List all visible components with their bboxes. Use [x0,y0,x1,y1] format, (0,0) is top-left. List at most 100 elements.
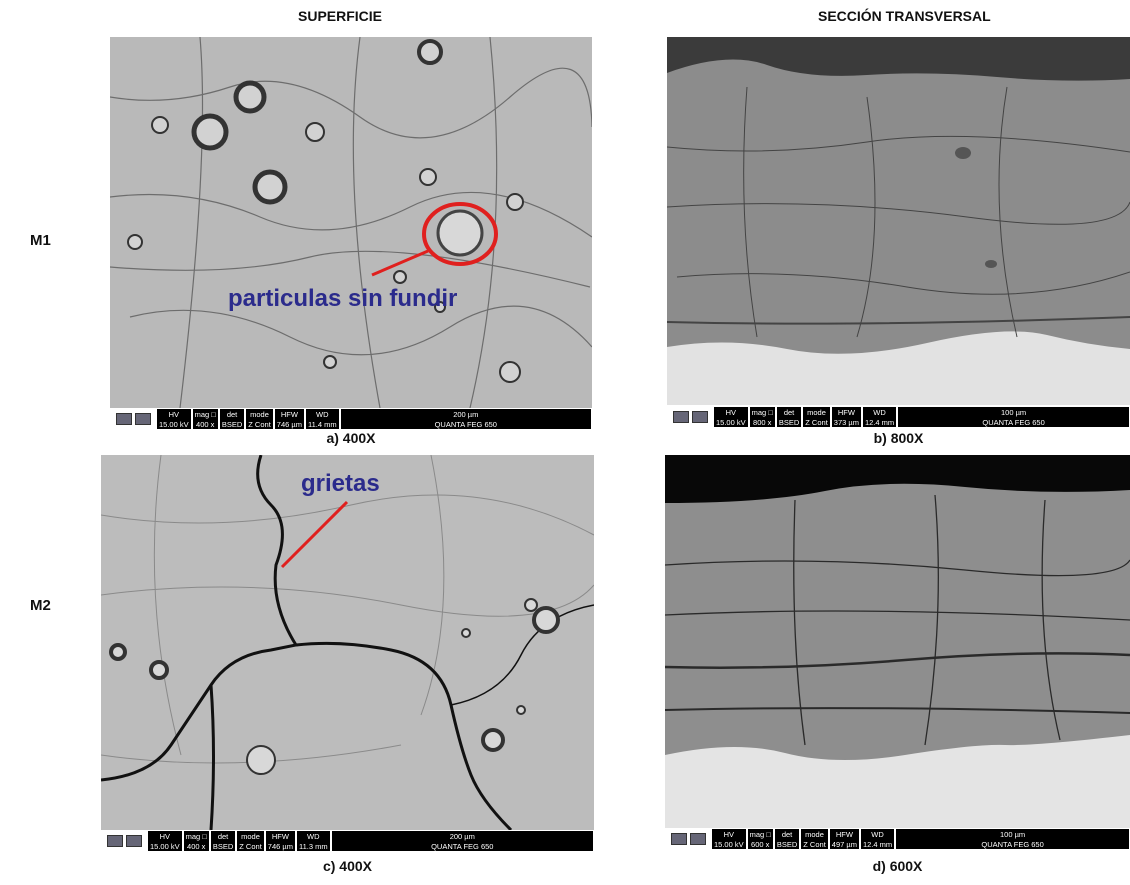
annotation: grietas [301,469,380,499]
info-value: 373 µm [834,418,859,427]
column-header: SECCIÓN TRANSVERSAL [818,8,991,24]
info-value: BSED [222,420,242,429]
logo-mark [690,833,706,845]
logo-mark [135,413,151,425]
logo-mark [671,833,687,845]
logo [667,406,713,428]
info-label: mode [241,832,260,841]
info-value: 15.00 kV [159,420,189,429]
info-label: mag □ [186,832,207,841]
caption: b) 800X [667,430,1130,446]
info-cell: mag □400 x [192,408,219,430]
info-label: HV [160,832,170,841]
scale-bar: 200 µm [453,410,478,419]
info-value: 497 µm [832,840,857,849]
info-label: det [782,830,792,839]
annotation: particulas sin fundir [228,284,468,314]
caption: a) 400X [110,430,592,446]
info-value: Z Cont [239,842,262,851]
info-cell: mag □600 x [747,828,774,850]
info-label: HV [169,410,179,419]
info-label: det [227,410,237,419]
info-value: 746 µm [277,420,302,429]
logo-mark [107,835,123,847]
info-label: WD [873,408,886,417]
info-label: WD [307,832,320,841]
info-label: HFW [281,410,298,419]
caption: c) 400X [101,858,594,874]
instrument: QUANTA FEG 650 [981,840,1043,849]
info-label: HFW [836,830,853,839]
instrument: QUANTA FEG 650 [435,420,497,429]
info-label: HFW [838,408,855,417]
info-cell: mag □400 x [183,830,210,852]
instrument: QUANTA FEG 650 [431,842,493,851]
info-value: 11.3 mm [299,842,328,851]
info-value: 600 x [751,840,769,849]
info-label: det [218,832,228,841]
info-label: HV [724,830,734,839]
info-cell: mag □800 x [749,406,776,428]
info-label: HV [726,408,736,417]
info-label: HFW [272,832,289,841]
info-value: 746 µm [268,842,293,851]
info-value: 12.4 mm [865,418,894,427]
info-value: Z Cont [805,418,828,427]
info-label: mag □ [750,830,771,839]
info-value: 12.4 mm [863,840,892,849]
logo [101,830,147,852]
info-value: 400 x [187,842,205,851]
logo [110,408,156,430]
instrument: QUANTA FEG 650 [982,418,1044,427]
column-header: SUPERFICIE [298,8,382,24]
scale-bar: 200 µm [450,832,475,841]
info-value: 15.00 kV [716,418,746,427]
info-value: 800 x [753,418,771,427]
figure: SUPERFICIE SECCIÓN TRANSVERSAL M1 M2 [0,0,1130,885]
scale-bar: 100 µm [1000,830,1025,839]
info-label: WD [871,830,884,839]
info-value: Z Cont [803,840,826,849]
logo-mark [673,411,689,423]
info-label: WD [316,410,329,419]
info-label: mag □ [195,410,216,419]
sem-image [665,455,1130,828]
sem-image [110,37,592,408]
row-label: M1 [30,232,51,249]
sem-image [101,455,594,830]
row-label: M2 [30,597,51,614]
info-value: BSED [777,840,797,849]
info-value: BSED [213,842,233,851]
info-label: mode [250,410,269,419]
info-value: 15.00 kV [150,842,180,851]
scale-bar: 100 µm [1001,408,1026,417]
